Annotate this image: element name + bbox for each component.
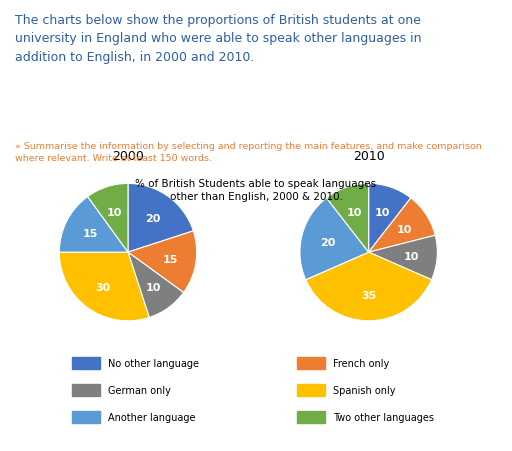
Text: 10: 10 — [347, 207, 362, 217]
Text: Two other languages: Two other languages — [333, 412, 434, 422]
Text: » Summarise the information by selecting and reporting the main features, and ma: » Summarise the information by selecting… — [15, 142, 482, 163]
Text: 20: 20 — [319, 237, 335, 247]
Wedge shape — [300, 198, 369, 280]
Wedge shape — [128, 253, 184, 318]
Text: 10: 10 — [145, 282, 161, 292]
Text: Spanish only: Spanish only — [333, 385, 395, 395]
Text: German only: German only — [108, 385, 170, 395]
Title: 2000: 2000 — [112, 150, 144, 163]
Text: 10: 10 — [397, 224, 412, 235]
Text: 30: 30 — [95, 282, 111, 292]
Wedge shape — [128, 231, 197, 293]
Wedge shape — [369, 184, 411, 253]
Text: 10: 10 — [107, 207, 122, 217]
Text: Another language: Another language — [108, 412, 195, 422]
Wedge shape — [327, 184, 369, 253]
Wedge shape — [59, 197, 128, 253]
Wedge shape — [128, 184, 194, 253]
Wedge shape — [369, 198, 435, 253]
Text: 10: 10 — [403, 251, 419, 261]
Wedge shape — [306, 253, 432, 321]
Text: 10: 10 — [375, 207, 390, 217]
Text: 35: 35 — [361, 290, 376, 300]
Wedge shape — [59, 253, 149, 321]
Text: % of British Students able to speak languages
other than English, 2000 & 2010.: % of British Students able to speak lang… — [136, 178, 376, 201]
Text: 15: 15 — [162, 254, 178, 264]
Text: 15: 15 — [82, 228, 98, 238]
Text: 20: 20 — [145, 213, 161, 223]
Title: 2010: 2010 — [353, 150, 385, 163]
Text: No other language: No other language — [108, 358, 199, 368]
Wedge shape — [88, 184, 128, 253]
Text: French only: French only — [333, 358, 389, 368]
Text: The charts below show the proportions of British students at one
university in E: The charts below show the proportions of… — [15, 14, 422, 64]
Wedge shape — [369, 236, 437, 280]
